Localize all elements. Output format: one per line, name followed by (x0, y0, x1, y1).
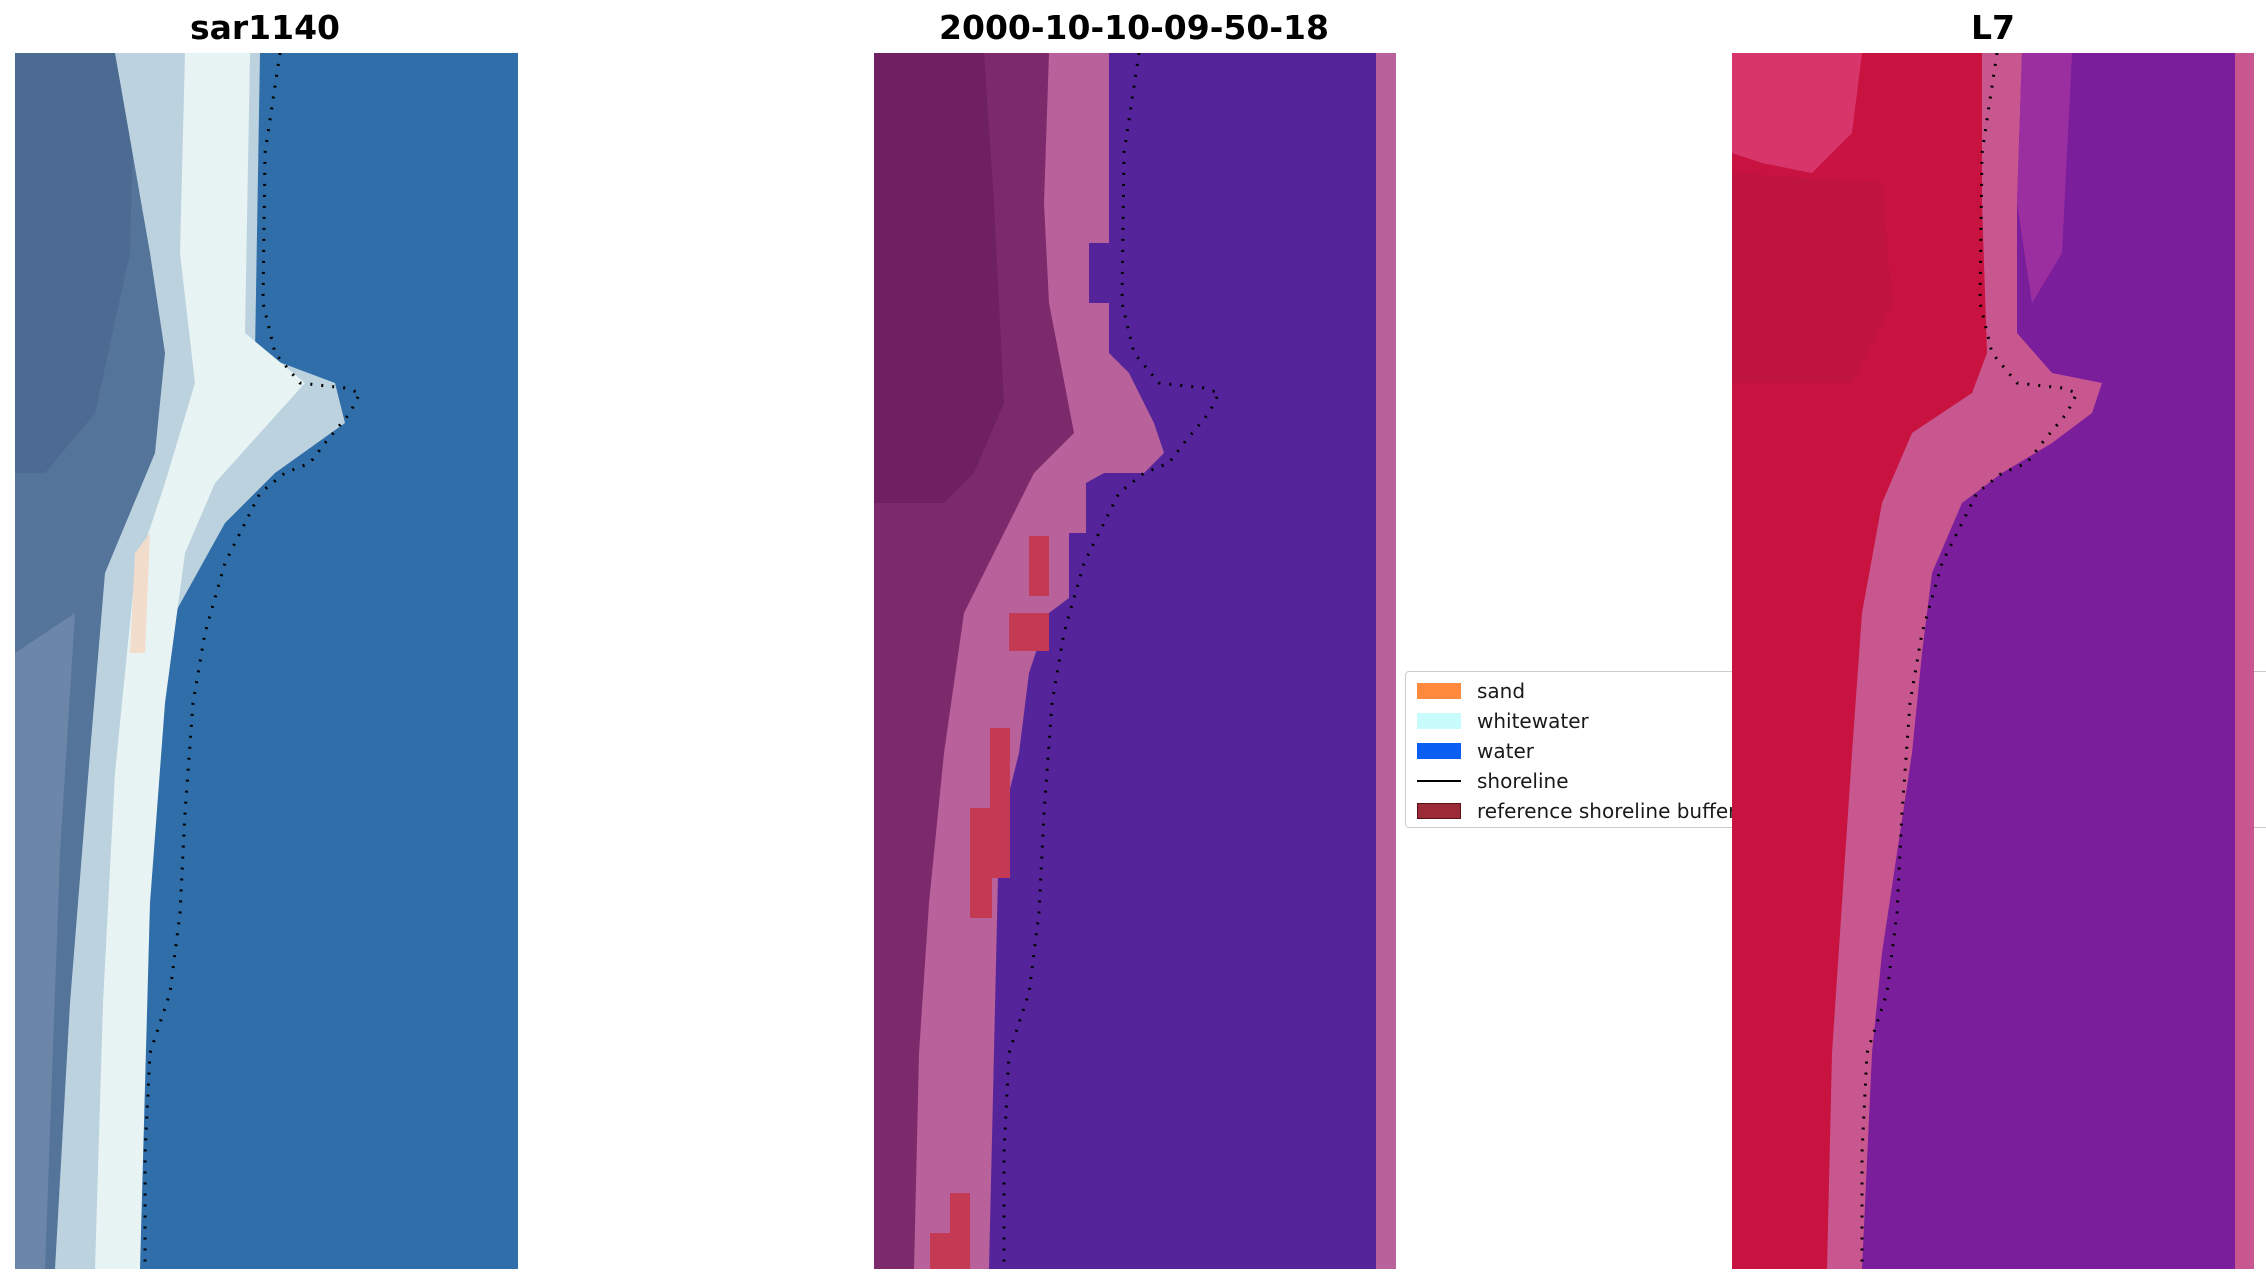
legend-line-shoreline (1417, 780, 1461, 782)
legend-label: water (1477, 739, 1534, 763)
classification-image (874, 53, 1396, 1269)
rgb-image (15, 53, 518, 1269)
class-land-dark (874, 53, 1004, 503)
legend-swatch-whitewater (1417, 713, 1461, 729)
rgb-land-light (15, 613, 75, 1269)
class-edge-strip (1376, 53, 1396, 1269)
rgb-image-panel (15, 53, 518, 1269)
class-buffer-zone (930, 536, 1049, 1269)
index-image-panel (1732, 53, 2254, 1269)
panel-title-rgb: sar1140 (189, 8, 341, 47)
classification-image-panel (874, 53, 1396, 1269)
index-image (1732, 53, 2254, 1269)
panel-title-classification: 2000-10-10-09-50-18 (939, 8, 1329, 47)
panel-title-index: L7 (1971, 8, 2015, 47)
index-land-light (1732, 53, 1862, 173)
legend-label: shoreline (1477, 769, 1569, 793)
rgb-sand-patch (130, 533, 150, 653)
legend-swatch-buffer (1417, 803, 1461, 819)
rgb-whitewater-bright (95, 53, 305, 1269)
index-transition (2017, 53, 2072, 303)
legend-label: sand (1477, 679, 1526, 703)
index-land-dark (1732, 173, 1892, 383)
legend-label: whitewater (1477, 709, 1589, 733)
legend-swatch-water (1417, 743, 1461, 759)
rgb-land-dark (15, 53, 135, 473)
index-edge-strip (2235, 53, 2254, 1269)
legend-label: reference shoreline buffer (1477, 799, 1737, 823)
legend-swatch-sand (1417, 683, 1461, 699)
